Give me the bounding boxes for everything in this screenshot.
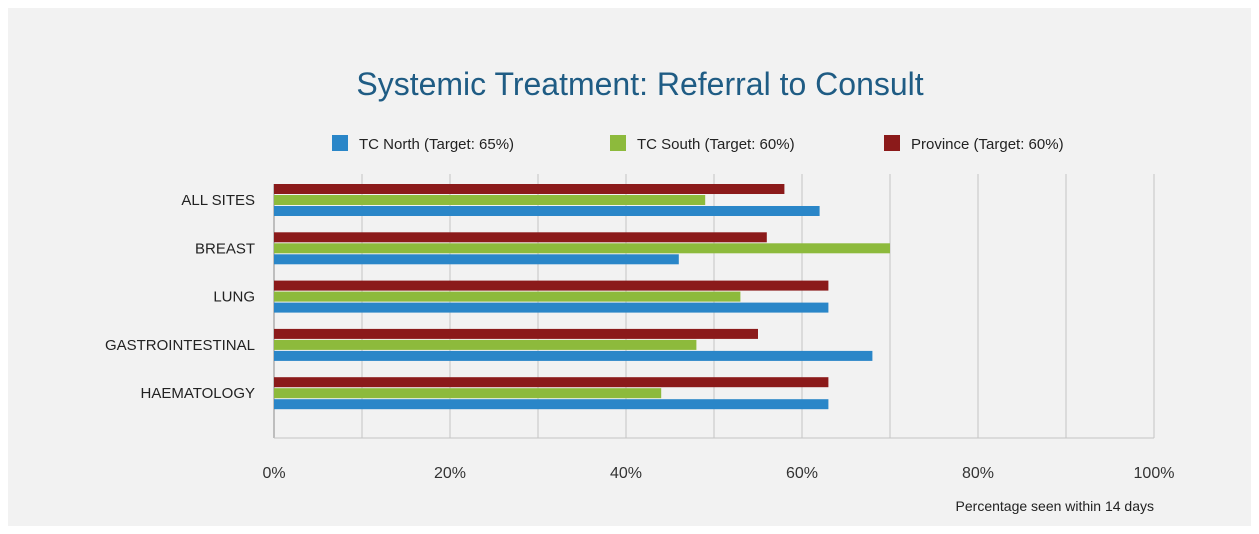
category-label-2: LUNG bbox=[213, 289, 255, 306]
bar-1-2 bbox=[274, 232, 767, 243]
bar-0-2 bbox=[274, 184, 785, 194]
bar-0-0 bbox=[274, 206, 820, 216]
category-label-0: ALL SITES bbox=[181, 192, 255, 209]
chart-title: Systemic Treatment: Referral to Consult bbox=[356, 66, 923, 102]
bars bbox=[274, 184, 890, 410]
tick-label-20: 20% bbox=[434, 465, 466, 482]
bar-3-0 bbox=[274, 350, 873, 361]
bar-4-2 bbox=[274, 377, 829, 388]
bar-2-2 bbox=[274, 280, 829, 291]
legend-swatch-0 bbox=[332, 135, 348, 151]
category-label-3: GASTROINTESTINAL bbox=[105, 337, 255, 354]
legend: TC North (Target: 65%) TC South (Target: … bbox=[332, 135, 1064, 153]
legend-label-2: Province (Target: 60%) bbox=[911, 136, 1064, 153]
bar-2-0 bbox=[274, 302, 829, 313]
bar-1-0 bbox=[274, 254, 679, 265]
bar-4-0 bbox=[274, 399, 829, 410]
bar-3-1 bbox=[274, 339, 697, 350]
x-axis-title: Percentage seen within 14 days bbox=[956, 498, 1154, 514]
tick-label-100: 100% bbox=[1134, 465, 1175, 482]
category-label-1: BREAST bbox=[195, 240, 255, 257]
legend-swatch-2 bbox=[884, 135, 900, 151]
bar-1-1 bbox=[274, 243, 890, 254]
tick-labels: 0% 20% 40% 60% 80% 100% bbox=[262, 465, 1174, 482]
chart: Systemic Treatment: Referral to Consult … bbox=[105, 66, 1174, 514]
tick-label-80: 80% bbox=[962, 465, 994, 482]
chart-panel: Systemic Treatment: Referral to Consult … bbox=[8, 8, 1251, 526]
legend-label-0: TC North (Target: 65%) bbox=[359, 136, 514, 153]
bar-2-1 bbox=[274, 291, 741, 302]
category-label-4: HAEMATOLOGY bbox=[141, 385, 255, 402]
category-labels: ALL SITES BREAST LUNG GASTROINTESTINAL HAEMA… bbox=[105, 192, 255, 402]
bar-0-1 bbox=[274, 195, 706, 205]
tick-label-0: 0% bbox=[262, 465, 285, 482]
bar-3-2 bbox=[274, 328, 758, 339]
tick-label-60: 60% bbox=[786, 465, 818, 482]
legend-label-1: TC South (Target: 60%) bbox=[637, 136, 795, 153]
legend-swatch-1 bbox=[610, 135, 626, 151]
tick-label-40: 40% bbox=[610, 465, 642, 482]
bar-4-1 bbox=[274, 388, 662, 399]
